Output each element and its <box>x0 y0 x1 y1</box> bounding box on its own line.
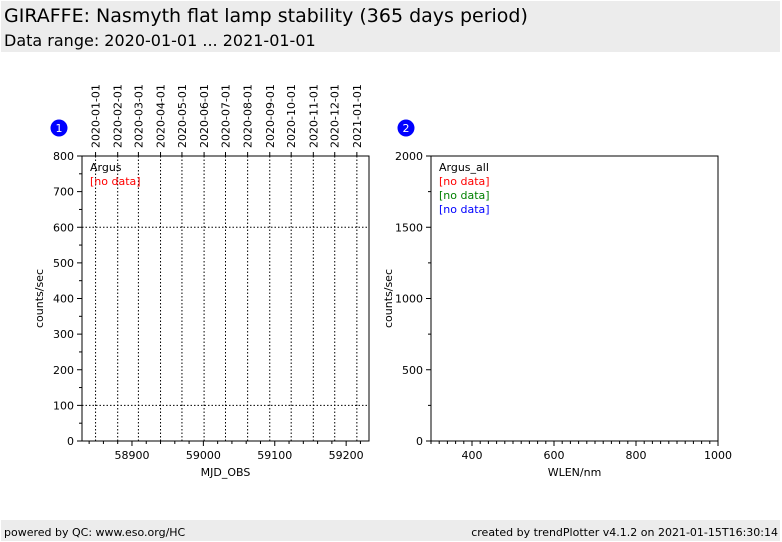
chart-1-y-tick-label: 800 <box>53 150 74 163</box>
chart-1-y-tick-label: 200 <box>53 364 74 377</box>
chart-1-y-tick-label: 300 <box>53 328 74 341</box>
chart-1-x-tick-label: 59000 <box>186 449 221 462</box>
chart-2-y-tick-label: 2000 <box>395 150 423 163</box>
chart-1-date-label: 2020-05-01 <box>176 84 189 148</box>
page-subtitle: Data range: 2020-01-01 ... 2021-01-01 <box>4 31 316 50</box>
footer-band <box>1 520 780 541</box>
chart-1-date-label: 2020-07-01 <box>220 84 233 148</box>
chart-1-y-tick-label: 600 <box>53 221 74 234</box>
chart-1-badge-circle <box>50 119 68 137</box>
chart-2-x-tick-label: 400 <box>462 449 483 462</box>
chart-1-date-label: 2020-03-01 <box>132 84 145 148</box>
footer-credit: powered by QC: www.eso.org/HC <box>4 526 186 539</box>
header-band <box>1 1 780 52</box>
chart-2-badge-circle <box>397 119 415 137</box>
chart-1-date-label: 2020-02-01 <box>112 84 125 148</box>
chart-1-x-axis-label: MJD_OBS <box>201 466 251 479</box>
chart-1-date-label: 2020-01-01 <box>90 84 103 148</box>
chart-2-y-tick-label: 500 <box>402 364 423 377</box>
chart-1-legend-entry: [no data] <box>90 175 141 188</box>
chart-2-x-tick-label: 1000 <box>704 449 732 462</box>
chart-1-x-tick-label: 59200 <box>329 449 364 462</box>
chart-1-y-tick-label: 400 <box>53 293 74 306</box>
chart-2-badge-number: 2 <box>403 122 410 135</box>
chart-2-legend-entry: Argus_all <box>439 161 489 174</box>
chart-1-legend-entry: Argus <box>90 161 122 174</box>
chart-1-y-tick-label: 700 <box>53 186 74 199</box>
chart-2-x-axis-label: WLEN/nm <box>548 466 602 479</box>
chart-2-y-axis-label: counts/sec <box>382 269 395 328</box>
chart-2-legend-entry: [no data] <box>439 203 490 216</box>
chart-2-y-tick-label: 1500 <box>395 221 423 234</box>
chart-1-y-tick-label: 0 <box>67 435 74 448</box>
chart-2-y-tick-label: 1000 <box>395 293 423 306</box>
chart-2-x-tick-label: 800 <box>626 449 647 462</box>
chart-1-x-tick-label: 58900 <box>114 449 149 462</box>
chart-1-x-tick-label: 59100 <box>257 449 292 462</box>
chart-1-y-axis-label: counts/sec <box>33 269 46 328</box>
chart-2-legend-entry: [no data] <box>439 175 490 188</box>
chart-1-date-label: 2021-01-01 <box>351 84 364 148</box>
chart-1-date-label: 2020-06-01 <box>198 84 211 148</box>
chart-1-date-label: 2020-08-01 <box>242 84 255 148</box>
chart-1-date-label: 2020-12-01 <box>329 84 342 148</box>
chart-1-date-label: 2020-10-01 <box>285 84 298 148</box>
page-title: GIRAFFE: Nasmyth flat lamp stability (36… <box>4 5 528 27</box>
chart-1-date-label: 2020-09-01 <box>264 84 277 148</box>
chart-1-date-label: 2020-11-01 <box>307 84 320 148</box>
chart-1-y-tick-label: 500 <box>53 257 74 270</box>
chart-2-x-tick-label: 600 <box>544 449 565 462</box>
footer-timestamp: created by trendPlotter v4.1.2 on 2021-0… <box>471 526 778 539</box>
chart-2-y-tick-label: 0 <box>416 435 423 448</box>
chart-2-legend-entry: [no data] <box>439 189 490 202</box>
chart-1-y-tick-label: 100 <box>53 399 74 412</box>
chart-1-date-label: 2020-04-01 <box>155 84 168 148</box>
chart-1-badge-number: 1 <box>56 122 63 135</box>
